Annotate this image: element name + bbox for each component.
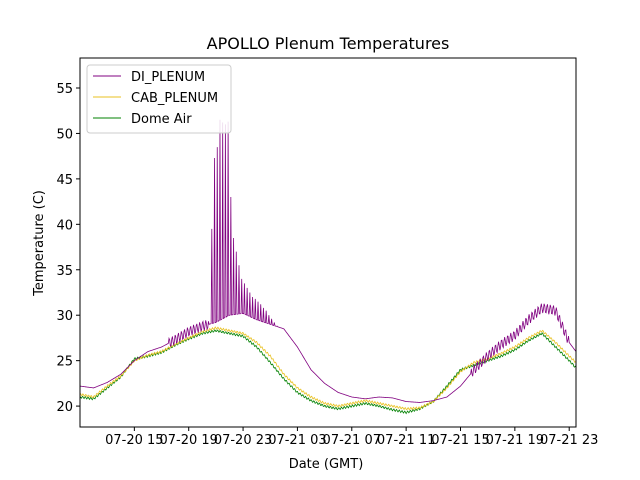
legend-label-di-plenum: DI_PLENUM bbox=[131, 70, 205, 85]
y-tick-label: 35 bbox=[56, 264, 73, 279]
y-tick-label: 55 bbox=[56, 82, 73, 97]
x-tick-label: 07-21 23 bbox=[540, 433, 598, 448]
y-tick-label: 40 bbox=[56, 218, 73, 233]
legend-label-cab-plenum: CAB_PLENUM bbox=[131, 91, 218, 106]
legend-box bbox=[86, 64, 232, 134]
x-tick-label: 07-21 19 bbox=[486, 433, 544, 448]
series-line-dome-air bbox=[79, 329, 577, 415]
series-line-cab-plenum bbox=[79, 326, 577, 411]
y-tick-label: 25 bbox=[56, 355, 73, 370]
x-tick-label: 07-20 15 bbox=[105, 433, 163, 448]
y-tick-label: 20 bbox=[56, 400, 73, 415]
x-tick-label: 07-21 07 bbox=[323, 433, 381, 448]
x-tick-label: 07-21 03 bbox=[268, 433, 326, 448]
plot-frame bbox=[79, 57, 577, 428]
y-tick-label: 30 bbox=[56, 309, 73, 324]
x-tick-label: 07-21 15 bbox=[431, 433, 489, 448]
x-tick-label: 07-21 11 bbox=[377, 433, 435, 448]
x-tick-label: 07-20 23 bbox=[214, 433, 272, 448]
y-tick-label: 50 bbox=[56, 127, 73, 142]
legend: DI_PLENUM CAB_PLENUM Dome Air bbox=[86, 64, 232, 134]
y-tick-label: 45 bbox=[56, 173, 73, 188]
series-line-di-plenum bbox=[79, 119, 577, 403]
x-tick-label: 07-20 19 bbox=[159, 433, 217, 448]
x-axis-label: Date (GMT) bbox=[289, 457, 364, 472]
y-axis-label: Temperature (C) bbox=[32, 190, 47, 297]
chart-title: APOLLO Plenum Temperatures bbox=[207, 34, 450, 53]
series-layer bbox=[79, 119, 577, 415]
legend-label-dome-air: Dome Air bbox=[131, 112, 192, 127]
